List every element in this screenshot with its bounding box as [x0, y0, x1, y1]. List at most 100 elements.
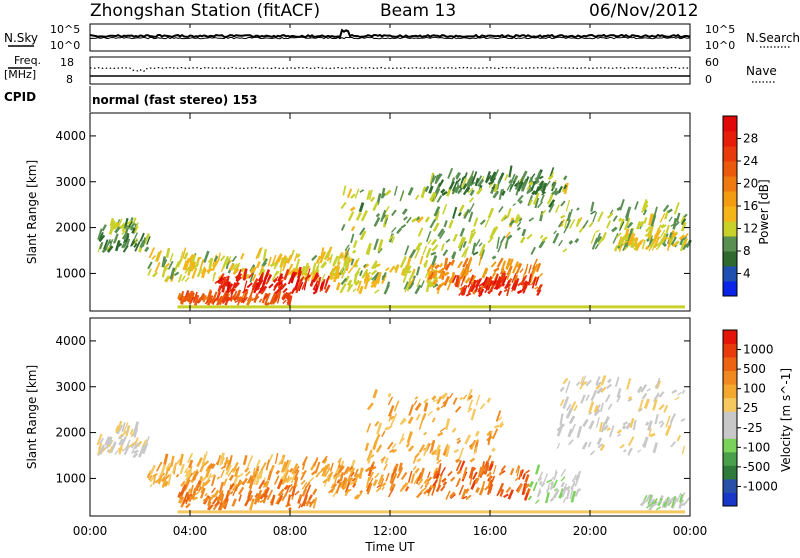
heatmap-cell [462, 237, 467, 244]
heatmap-cell [448, 219, 454, 229]
heatmap-cell [251, 273, 257, 282]
heatmap-cell [235, 276, 242, 283]
heatmap-cell [441, 190, 448, 197]
heatmap-cell [528, 199, 533, 206]
heatmap-cell [426, 476, 433, 483]
heatmap-cell [201, 453, 207, 466]
heatmap-cell [107, 439, 113, 446]
heatmap-cell [567, 428, 573, 438]
heatmap-cell [663, 243, 667, 248]
heatmap-cell [350, 471, 355, 478]
heatmap-cell [491, 447, 496, 453]
heatmap-cell [560, 214, 566, 219]
heatmap-cell [289, 272, 295, 282]
heatmap-cell [225, 256, 232, 266]
heatmap-cell [347, 267, 354, 274]
heatmap-cell [570, 490, 577, 503]
heatmap-cell [462, 466, 468, 480]
heatmap-cell [273, 294, 279, 301]
heatmap-cell [346, 188, 353, 198]
heatmap-cell [622, 449, 627, 453]
heatmap-cell [288, 507, 292, 511]
heatmap-cell [651, 500, 657, 505]
cpid-label: CPID [4, 90, 36, 104]
heatmap-cell [449, 491, 456, 499]
heatmap-cell [354, 257, 360, 267]
heatmap-cell [169, 267, 176, 280]
heatmap-cell [227, 484, 232, 496]
heatmap-cell [516, 262, 521, 268]
heatmap-cell [417, 478, 424, 486]
heatmap-cell [248, 272, 254, 279]
heatmap-cell [228, 474, 235, 481]
heatmap-cell [192, 291, 198, 304]
heatmap-cell [654, 413, 659, 425]
heatmap-cell [526, 189, 533, 195]
heatmap-cell [557, 220, 564, 228]
heatmap-cell [573, 405, 578, 412]
heatmap-cell [389, 448, 395, 454]
heatmap-cell [477, 286, 482, 293]
heatmap-cell [559, 399, 565, 407]
heatmap-cell [561, 483, 568, 494]
heatmap-cell [133, 243, 138, 248]
heatmap-cell [486, 397, 492, 403]
colorbar-swatch [723, 131, 737, 147]
heatmap-cell [481, 468, 488, 475]
heatmap-cell [211, 487, 216, 494]
freq-label-line1: Freq. [14, 54, 41, 67]
heatmap-cell [536, 289, 542, 297]
heatmap-cell [517, 282, 522, 287]
heatmap-cell [591, 237, 599, 250]
heatmap-cell [331, 265, 338, 272]
heatmap-cell [257, 247, 263, 259]
heatmap-cell [653, 392, 660, 403]
heatmap-cell [242, 296, 248, 304]
heatmap-cell [346, 283, 354, 293]
heatmap-cell [479, 403, 486, 410]
heatmap-cell [410, 473, 416, 484]
colorbar-tick-label: 100 [743, 382, 766, 396]
colorbar-tick-label: 500 [743, 362, 766, 376]
heatmap-cell [652, 398, 658, 411]
heatmap-cell [508, 219, 515, 226]
heatmap-cell [117, 242, 123, 248]
heatmap-cell [253, 293, 259, 303]
heatmap-cell [522, 473, 526, 480]
heatmap-cell [551, 190, 557, 196]
heatmap-cell [125, 425, 131, 437]
heatmap-cell [430, 192, 436, 203]
heatmap-cell [683, 213, 688, 218]
heatmap-cell [133, 449, 139, 454]
heatmap-cell [380, 187, 386, 199]
heatmap-cell [342, 479, 348, 489]
heatmap-cell [117, 446, 123, 452]
heatmap-cell [245, 470, 251, 477]
heatmap-cell [595, 229, 600, 233]
heatmap-cell [130, 240, 136, 247]
heatmap-cell [366, 449, 373, 462]
heatmap-cell [173, 462, 177, 475]
heatmap-cell [441, 477, 447, 483]
heatmap-cell [467, 187, 474, 194]
heatmap-cell [463, 257, 469, 266]
heatmap-cell [353, 494, 360, 500]
ytick-label: 2000 [55, 221, 86, 235]
heatmap-cell [523, 482, 528, 495]
heatmap-cell [600, 375, 607, 386]
heatmap-cell [516, 289, 523, 295]
heatmap-cell [642, 436, 649, 448]
heatmap-cell [367, 276, 373, 283]
cpid-panel: CPID normal (fast stereo) 153 [4, 86, 258, 112]
heatmap-cell [127, 221, 133, 228]
heatmap-cell [423, 402, 429, 412]
heatmap-cell [457, 236, 465, 249]
heatmap-cell [461, 177, 467, 189]
heatmap-cell [161, 266, 167, 278]
heatmap-cell [391, 236, 396, 244]
heatmap-cell [300, 479, 306, 486]
heatmap-cell [383, 463, 388, 471]
heatmap-cell [359, 230, 367, 241]
heatmap-cell [556, 424, 564, 437]
